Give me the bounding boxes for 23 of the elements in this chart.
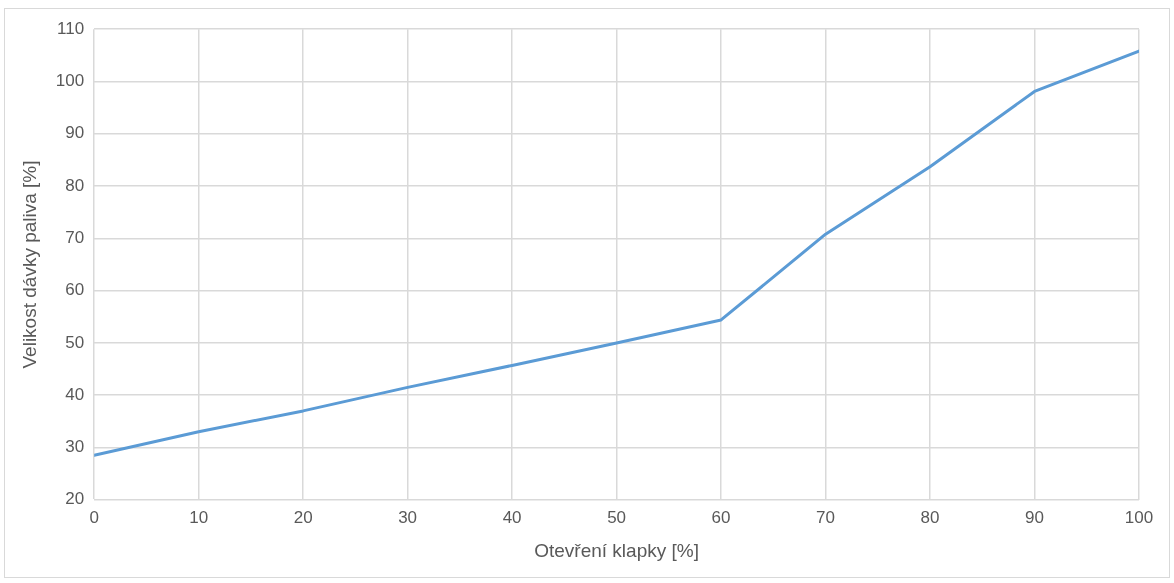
y-tick-label: 20 — [65, 489, 85, 509]
y-tick-label: 70 — [65, 228, 85, 248]
x-tick-label: 0 — [89, 507, 99, 527]
y-tick-label: 60 — [65, 280, 85, 300]
x-tick-label: 90 — [1025, 507, 1044, 527]
y-tick-label: 100 — [55, 71, 85, 91]
x-tick-label: 10 — [189, 507, 209, 527]
y-tick-label: 80 — [65, 175, 85, 195]
y-tick-label: 110 — [57, 18, 85, 38]
y-tick-label: 40 — [65, 384, 85, 404]
x-axis-title: Otevření klapky [%] — [534, 539, 699, 561]
y-axis-title: Velikost dávky paliva [%] — [18, 160, 40, 369]
x-tick-label: 100 — [1124, 507, 1154, 527]
x-tick-label: 80 — [920, 507, 940, 527]
x-tick-label: 50 — [607, 507, 627, 527]
x-tick-label: 40 — [502, 507, 522, 527]
x-tick-label: 70 — [816, 507, 836, 527]
y-tick-label: 90 — [65, 123, 85, 143]
x-tick-label: 20 — [293, 507, 313, 527]
x-tick-label: 30 — [398, 507, 418, 527]
y-tick-label: 30 — [65, 437, 85, 457]
y-tick-label: 50 — [65, 332, 85, 352]
x-tick-label: 60 — [711, 507, 731, 527]
